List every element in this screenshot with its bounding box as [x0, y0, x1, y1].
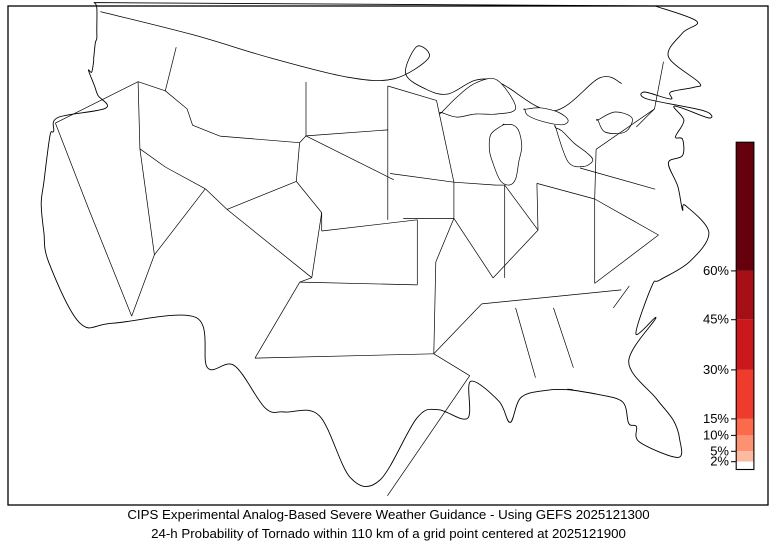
- svg-text:2%: 2%: [710, 454, 729, 469]
- svg-text:15%: 15%: [703, 411, 729, 426]
- svg-text:45%: 45%: [703, 312, 729, 327]
- svg-text:30%: 30%: [703, 362, 729, 377]
- svg-text:60%: 60%: [703, 263, 729, 278]
- svg-text:10%: 10%: [703, 427, 729, 442]
